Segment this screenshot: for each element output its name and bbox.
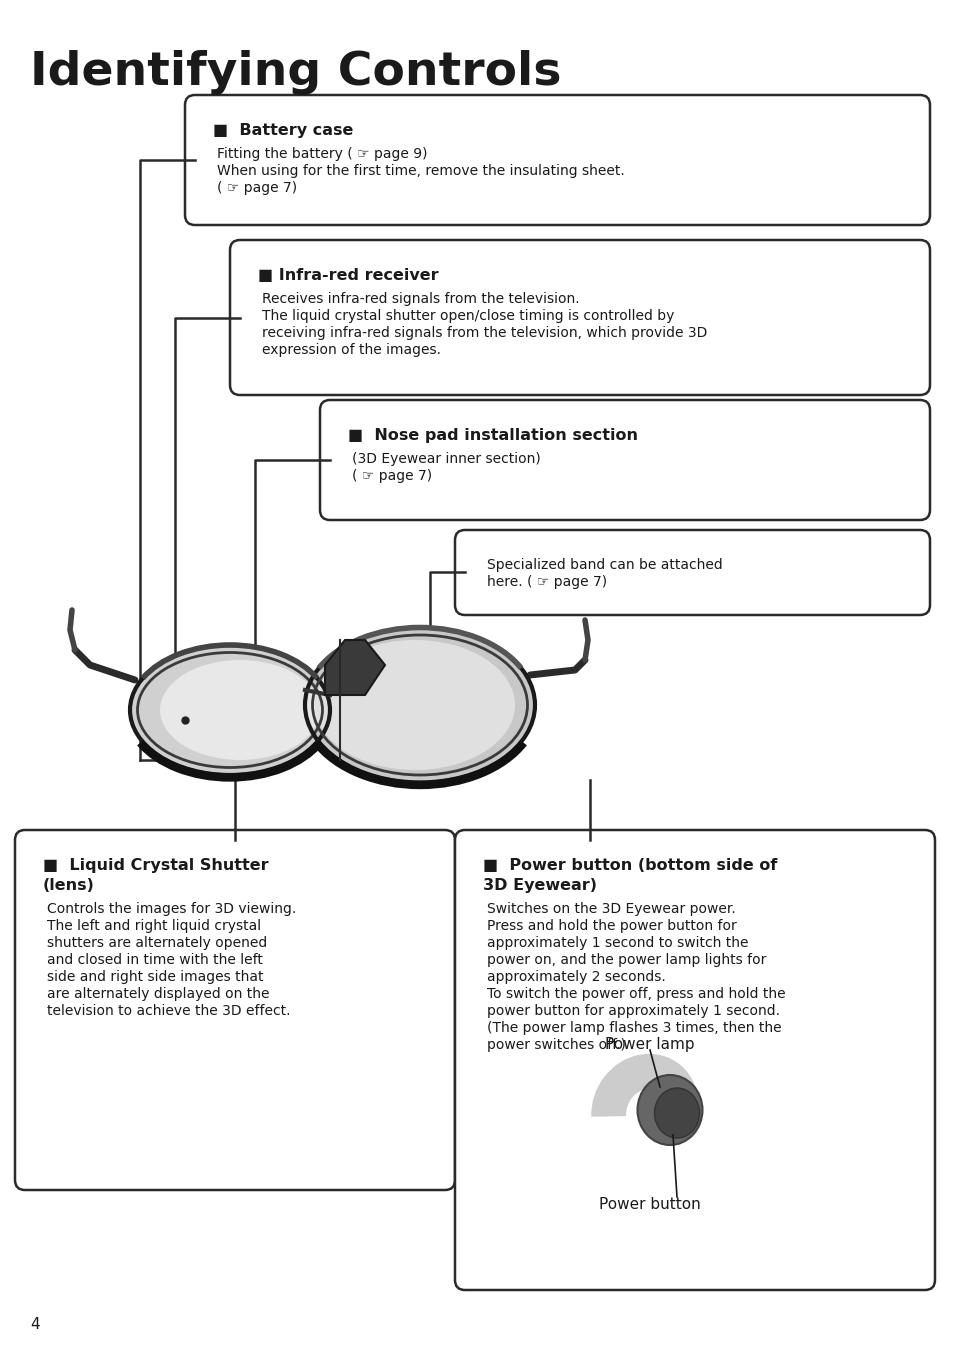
Text: expression of the images.: expression of the images. [262, 343, 440, 357]
Text: ( ☞ page 7): ( ☞ page 7) [216, 180, 296, 195]
Text: Controls the images for 3D viewing.: Controls the images for 3D viewing. [47, 902, 296, 916]
Text: Receives infra-red signals from the television.: Receives infra-red signals from the tele… [262, 292, 579, 305]
Text: shutters are alternately opened: shutters are alternately opened [47, 936, 267, 950]
Text: Specialized band can be attached: Specialized band can be attached [486, 558, 722, 573]
Ellipse shape [654, 1088, 699, 1139]
Text: Power lamp: Power lamp [604, 1037, 694, 1052]
Text: power button for approximately 1 second.: power button for approximately 1 second. [486, 1004, 780, 1018]
FancyBboxPatch shape [455, 531, 929, 615]
Text: When using for the first time, remove the insulating sheet.: When using for the first time, remove th… [216, 164, 624, 178]
Text: Identifying Controls: Identifying Controls [30, 50, 561, 95]
Text: power switches off.): power switches off.) [486, 1038, 625, 1052]
Text: ■  Battery case: ■ Battery case [213, 123, 353, 138]
Text: The left and right liquid crystal: The left and right liquid crystal [47, 919, 261, 934]
FancyBboxPatch shape [455, 830, 934, 1291]
Ellipse shape [305, 627, 535, 783]
Text: ■  Liquid Crystal Shutter: ■ Liquid Crystal Shutter [43, 858, 269, 873]
Ellipse shape [160, 660, 319, 760]
Text: ■  Nose pad installation section: ■ Nose pad installation section [348, 427, 638, 442]
Text: 3D Eyewear): 3D Eyewear) [482, 878, 597, 893]
Ellipse shape [637, 1075, 701, 1145]
Text: 4: 4 [30, 1318, 40, 1333]
Text: television to achieve the 3D effect.: television to achieve the 3D effect. [47, 1004, 291, 1018]
Text: To switch the power off, press and hold the: To switch the power off, press and hold … [486, 987, 785, 1001]
Polygon shape [325, 641, 385, 695]
Text: (lens): (lens) [43, 878, 94, 893]
Text: side and right side images that: side and right side images that [47, 970, 263, 984]
Text: approximately 1 second to switch the: approximately 1 second to switch the [486, 936, 748, 950]
FancyBboxPatch shape [319, 400, 929, 520]
Text: here. ( ☞ page 7): here. ( ☞ page 7) [486, 575, 606, 589]
Ellipse shape [314, 641, 515, 769]
Text: ■ Infra-red receiver: ■ Infra-red receiver [257, 267, 438, 284]
Text: ■  Power button (bottom side of: ■ Power button (bottom side of [482, 858, 777, 873]
Text: power on, and the power lamp lights for: power on, and the power lamp lights for [486, 953, 765, 968]
FancyBboxPatch shape [230, 240, 929, 395]
Text: The liquid crystal shutter open/close timing is controlled by: The liquid crystal shutter open/close ti… [262, 309, 674, 323]
Text: receiving infra-red signals from the television, which provide 3D: receiving infra-red signals from the tel… [262, 326, 706, 341]
Text: Fitting the battery ( ☞ page 9): Fitting the battery ( ☞ page 9) [216, 147, 427, 161]
Text: Switches on the 3D Eyewear power.: Switches on the 3D Eyewear power. [486, 902, 735, 916]
Text: approximately 2 seconds.: approximately 2 seconds. [486, 970, 665, 984]
Text: (The power lamp flashes 3 times, then the: (The power lamp flashes 3 times, then th… [486, 1020, 781, 1035]
Text: Press and hold the power button for: Press and hold the power button for [486, 919, 736, 934]
Text: (3D Eyewear inner section): (3D Eyewear inner section) [352, 452, 540, 465]
Text: Power button: Power button [598, 1197, 700, 1212]
FancyBboxPatch shape [185, 95, 929, 225]
Text: and closed in time with the left: and closed in time with the left [47, 953, 263, 968]
Ellipse shape [130, 645, 330, 775]
Text: are alternately displayed on the: are alternately displayed on the [47, 987, 269, 1001]
Text: ( ☞ page 7): ( ☞ page 7) [352, 470, 432, 483]
FancyBboxPatch shape [15, 830, 455, 1190]
